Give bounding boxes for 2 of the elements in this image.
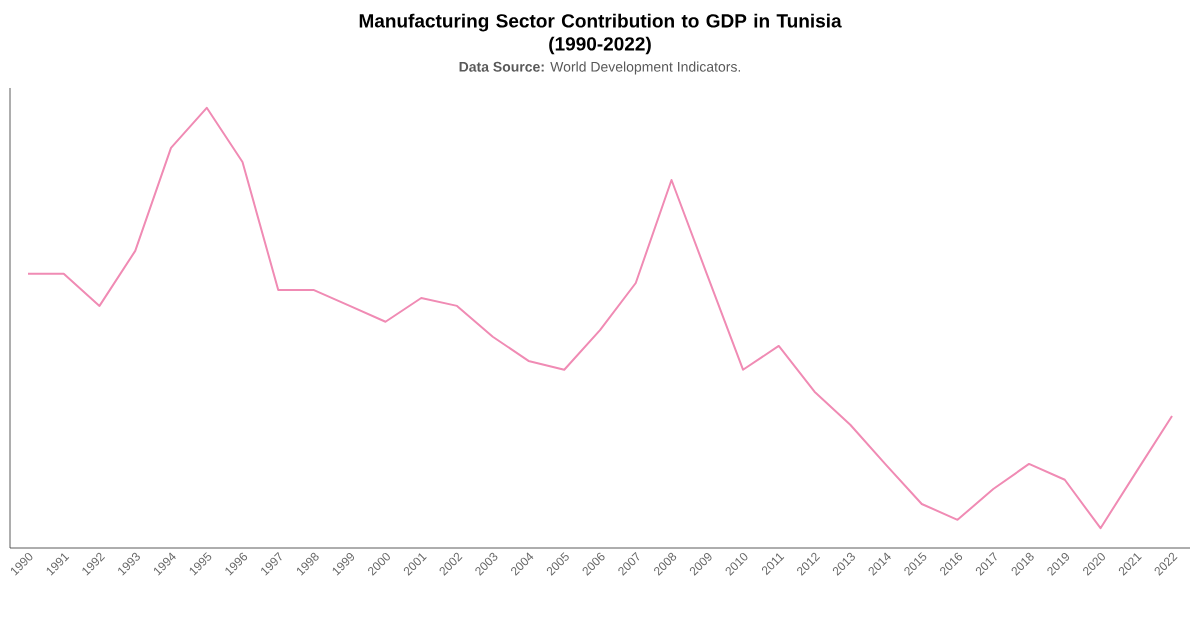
chart-subtitle: Data Source: World Development Indicators.: [459, 61, 741, 75]
chart-title: Manufacturing Sector Contribution to GDP in Tunisia (1990-2022): [359, 13, 842, 55]
